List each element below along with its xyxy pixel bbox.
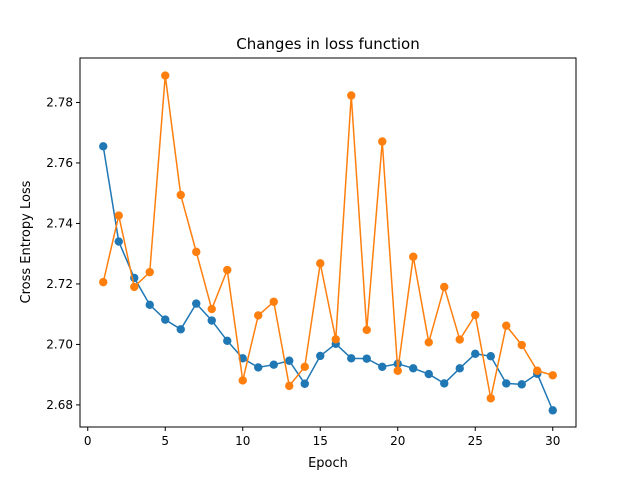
series-2-point bbox=[316, 259, 325, 268]
series-2-point bbox=[362, 325, 371, 335]
series-2 bbox=[99, 71, 557, 403]
series-2-line bbox=[102, 74, 554, 400]
series-2-point bbox=[502, 321, 511, 330]
series-1-point bbox=[409, 364, 418, 373]
series-2-point bbox=[455, 335, 464, 344]
y-tick-label: 2.78 bbox=[46, 95, 73, 109]
series-1-point bbox=[223, 336, 232, 345]
series-1-point bbox=[285, 356, 294, 365]
series-2-point bbox=[223, 265, 232, 275]
series-1-point bbox=[440, 379, 449, 388]
y-tick-label: 2.74 bbox=[46, 216, 73, 230]
series-1-point bbox=[114, 237, 123, 246]
series-1-point bbox=[300, 379, 309, 388]
series-1-point bbox=[362, 354, 371, 363]
x-tick-label: 20 bbox=[390, 434, 405, 448]
x-tick-label: 0 bbox=[84, 434, 92, 448]
series-2-point bbox=[378, 137, 387, 146]
series-1-point bbox=[471, 349, 480, 358]
series-1-point bbox=[548, 406, 557, 415]
series-2-point bbox=[238, 376, 247, 385]
series-2-point bbox=[130, 282, 139, 292]
y-tick-label: 2.72 bbox=[46, 277, 73, 291]
series-1-point bbox=[347, 354, 356, 363]
series-1-point bbox=[517, 380, 526, 389]
series-2-point bbox=[424, 338, 433, 347]
y-axis-label: Cross Entropy Loss bbox=[19, 180, 34, 303]
series-1-point bbox=[269, 360, 278, 369]
plot-frame bbox=[79, 57, 577, 428]
chart-title: Changes in loss function bbox=[236, 35, 419, 53]
axes-layer: 0 5 10 15 20 25 30 2.68 2.70 2.72 2.74 2.76 2.78 bbox=[46, 57, 577, 448]
series-2-point bbox=[254, 311, 263, 320]
series-1 bbox=[99, 142, 557, 415]
series-2-point bbox=[393, 366, 402, 375]
series-2-point bbox=[471, 310, 480, 320]
series-2-point bbox=[331, 335, 340, 344]
series-1-point bbox=[145, 300, 154, 310]
series-1-point bbox=[486, 352, 495, 361]
series-2-point bbox=[207, 304, 216, 314]
series-2-point bbox=[176, 190, 185, 200]
x-tick-label: 30 bbox=[545, 434, 560, 448]
series-2-point bbox=[269, 297, 278, 306]
x-tick-label: 10 bbox=[235, 434, 250, 448]
series-2-point bbox=[486, 394, 495, 403]
series-2-point bbox=[99, 277, 108, 287]
series-2-point bbox=[161, 71, 170, 80]
y-tick-label: 2.76 bbox=[46, 156, 73, 170]
series-1-point bbox=[176, 325, 185, 334]
series-2-point bbox=[114, 211, 123, 220]
series-1-point bbox=[161, 315, 170, 324]
series-2-point bbox=[145, 267, 154, 277]
y-tick-label: 2.70 bbox=[46, 337, 73, 351]
series-layer bbox=[99, 71, 557, 415]
x-tick-label: 15 bbox=[313, 434, 328, 448]
series-1-point bbox=[254, 363, 263, 372]
series-2-point bbox=[440, 282, 449, 292]
x-axis-label: Epoch bbox=[308, 456, 348, 471]
series-2-point bbox=[285, 381, 294, 391]
y-tick-label: 2.68 bbox=[46, 398, 73, 412]
series-1-point bbox=[378, 362, 387, 372]
x-tick-label: 5 bbox=[161, 434, 169, 448]
series-1-point bbox=[316, 351, 325, 361]
series-1-point bbox=[455, 364, 464, 373]
series-1-point bbox=[192, 299, 201, 308]
series-2-point bbox=[347, 91, 356, 100]
series-2-point bbox=[192, 247, 201, 257]
series-1-point bbox=[207, 316, 216, 325]
series-2-point bbox=[517, 340, 526, 350]
series-2-point bbox=[409, 252, 418, 261]
series-1-point bbox=[502, 379, 511, 388]
series-1-point bbox=[424, 369, 433, 379]
series-2-point bbox=[548, 371, 557, 380]
x-tick-label: 25 bbox=[468, 434, 483, 448]
series-2-point bbox=[533, 366, 542, 375]
series-2-point bbox=[300, 362, 309, 372]
series-1-point bbox=[99, 142, 108, 151]
